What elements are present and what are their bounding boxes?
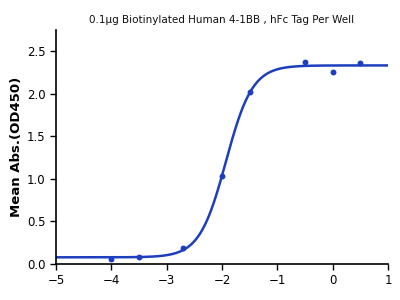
Point bbox=[330, 69, 336, 74]
Point bbox=[108, 256, 114, 261]
Point bbox=[136, 255, 142, 260]
Point bbox=[180, 245, 186, 250]
Point bbox=[219, 174, 225, 179]
Point bbox=[246, 90, 253, 94]
Point bbox=[302, 60, 308, 65]
Title: 0.1μg Biotinylated Human 4-1BB , hFc Tag Per Well: 0.1μg Biotinylated Human 4-1BB , hFc Tag… bbox=[90, 15, 354, 25]
Y-axis label: Mean Abs.(OD450): Mean Abs.(OD450) bbox=[10, 77, 23, 217]
Point bbox=[357, 61, 364, 66]
